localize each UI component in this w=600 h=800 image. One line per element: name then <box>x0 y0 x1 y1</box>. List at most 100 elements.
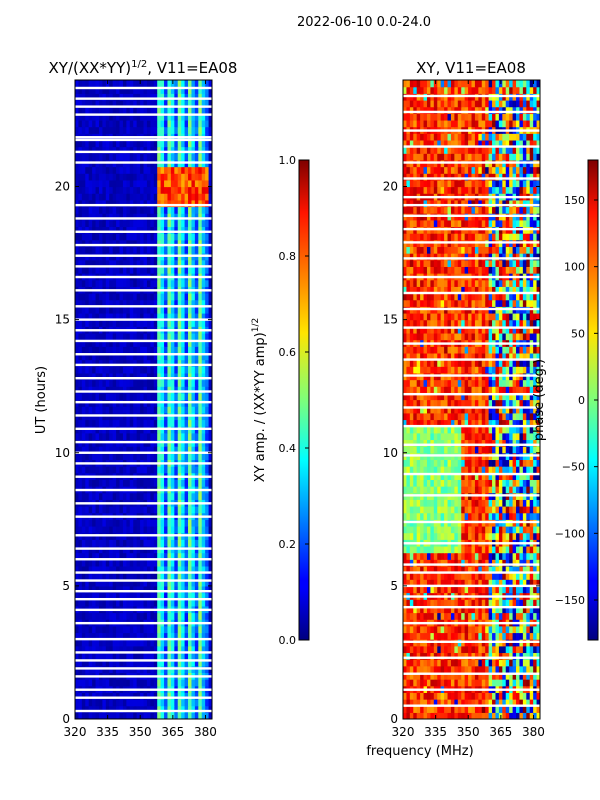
amplitude-heatmap-cell <box>188 80 193 88</box>
amplitude-heatmap-cell <box>177 699 182 707</box>
amplitude-heatmap-cell <box>129 332 134 341</box>
amplitude-heatmap-cell <box>116 213 121 221</box>
amplitude-heatmap-cell <box>150 186 155 194</box>
amplitude-heatmap-cell <box>198 246 203 254</box>
amplitude-heatmap-cell <box>85 199 90 208</box>
amplitude-heatmap-cell <box>170 392 175 401</box>
amplitude-heatmap-cell <box>92 113 97 121</box>
amplitude-heatmap-cell <box>160 699 165 707</box>
amplitude-heatmap-cell <box>150 446 155 454</box>
amplitude-heatmap-cell <box>194 492 199 500</box>
amplitude-heatmap-cell <box>116 565 121 574</box>
amplitude-heatmap-cell <box>122 186 127 194</box>
amplitude-heatmap-cell <box>184 312 189 321</box>
amplitude-heatmap-cell <box>143 119 148 128</box>
amplitude-heatmap-cell <box>153 93 158 101</box>
phase-heatmap-cell <box>481 652 486 660</box>
amplitude-heatmap-cell <box>146 139 151 148</box>
phase-heatmap-cell <box>526 659 531 667</box>
amplitude-heatmap-cell <box>85 186 90 194</box>
phase-heatmap-cell <box>502 659 507 667</box>
amplitude-heatmap-cell <box>126 479 131 487</box>
amplitude-heatmap-cell <box>122 339 127 347</box>
amplitude-heatmap-cell <box>109 392 114 401</box>
amplitude-heatmap-cell <box>150 386 155 394</box>
amplitude-heatmap-cell <box>136 446 141 454</box>
amplitude-heatmap-cell <box>109 466 114 474</box>
amplitude-heatmap-cell <box>205 199 210 208</box>
amplitude-flagged-row <box>75 651 212 654</box>
amplitude-heatmap-cell <box>102 359 107 367</box>
amplitude-heatmap-cell <box>75 153 80 161</box>
amplitude-heatmap-cell <box>198 346 203 354</box>
amplitude-heatmap-cell <box>129 106 134 114</box>
amplitude-heatmap-cell <box>140 213 145 221</box>
amplitude-heatmap-cell <box>112 386 117 394</box>
amplitude-heatmap-cell <box>78 366 83 374</box>
phase-heatmap-cell <box>502 712 507 719</box>
phase-heatmap-cell <box>474 692 479 700</box>
amplitude-heatmap-cell <box>88 166 93 174</box>
amplitude-heatmap-cell <box>157 186 162 194</box>
amplitude-heatmap-cell <box>170 346 175 354</box>
amplitude-heatmap-cell <box>81 712 86 719</box>
amplitude-heatmap-cell <box>208 525 212 534</box>
phase-heatmap-cell <box>526 692 531 700</box>
amplitude-heatmap <box>75 80 212 719</box>
amplitude-heatmap-cell <box>133 239 138 248</box>
amplitude-heatmap-cell <box>78 379 83 387</box>
amplitude-heatmap-cell <box>133 652 138 660</box>
amplitude-heatmap-cell <box>129 599 134 607</box>
amplitude-heatmap-cell <box>140 119 145 128</box>
phase-heatmap-cell <box>488 672 493 680</box>
amplitude-heatmap-cell <box>109 119 114 128</box>
phase-heatmap-cell <box>447 632 452 640</box>
amplitude-heatmap-cell <box>177 126 182 134</box>
amplitude-heatmap-cell <box>160 219 165 228</box>
phase-heatmap-cell <box>416 705 421 713</box>
amplitude-heatmap-cell <box>153 406 158 414</box>
phase-heatmap-cell <box>426 559 431 567</box>
phase-heatmap-cell <box>447 625 452 634</box>
amplitude-heatmap-cell <box>102 492 107 500</box>
phase-heatmap-cell <box>468 625 473 634</box>
phase-heatmap-cell <box>492 605 497 614</box>
amplitude-heatmap-cell <box>205 692 210 700</box>
amplitude-heatmap-cell <box>78 80 83 88</box>
amplitude-heatmap-cell <box>78 213 83 221</box>
phase-heatmap-cell <box>471 552 476 560</box>
amplitude-heatmap-cell <box>119 565 124 574</box>
amplitude-heatmap-cell <box>208 625 212 634</box>
amplitude-heatmap-cell <box>157 206 162 214</box>
amplitude-heatmap-cell <box>160 366 165 374</box>
phase-heatmap-cell <box>481 699 486 707</box>
amplitude-heatmap-cell <box>109 186 114 194</box>
amplitude-heatmap-cell <box>201 506 206 514</box>
amplitude-heatmap-cell <box>102 306 107 314</box>
phase-heatmap-cell <box>498 579 503 587</box>
amplitude-heatmap-cell <box>194 219 199 228</box>
phase-heatmap-cell <box>502 625 507 634</box>
phase-heatmap-cell <box>478 572 483 580</box>
phase-heatmap-cell <box>536 659 540 667</box>
amplitude-heatmap-cell <box>198 652 203 660</box>
amplitude-heatmap-cell <box>188 146 193 154</box>
amplitude-heatmap-cell <box>157 173 162 181</box>
amplitude-heatmap-cell <box>116 306 121 314</box>
amplitude-heatmap-cell <box>205 93 210 101</box>
amplitude-heatmap-cell <box>81 579 86 587</box>
amplitude-heatmap-cell <box>122 692 127 700</box>
amplitude-heatmap-cell <box>146 346 151 354</box>
amplitude-heatmap-cell <box>119 392 124 401</box>
amplitude-heatmap-cell <box>119 579 124 587</box>
amplitude-heatmap-cell <box>112 186 117 194</box>
amplitude-heatmap-cell <box>92 279 97 287</box>
phase-heatmap-cell <box>444 559 449 567</box>
amplitude-heatmap-cell <box>116 93 121 101</box>
amplitude-heatmap-cell <box>126 466 131 474</box>
amplitude-heatmap-cell <box>92 379 97 387</box>
phase-heatmap-cell <box>444 545 449 554</box>
amplitude-heatmap-cell <box>184 406 189 414</box>
amplitude-heatmap-cell <box>81 346 86 354</box>
amplitude-heatmap-cell <box>112 319 117 327</box>
